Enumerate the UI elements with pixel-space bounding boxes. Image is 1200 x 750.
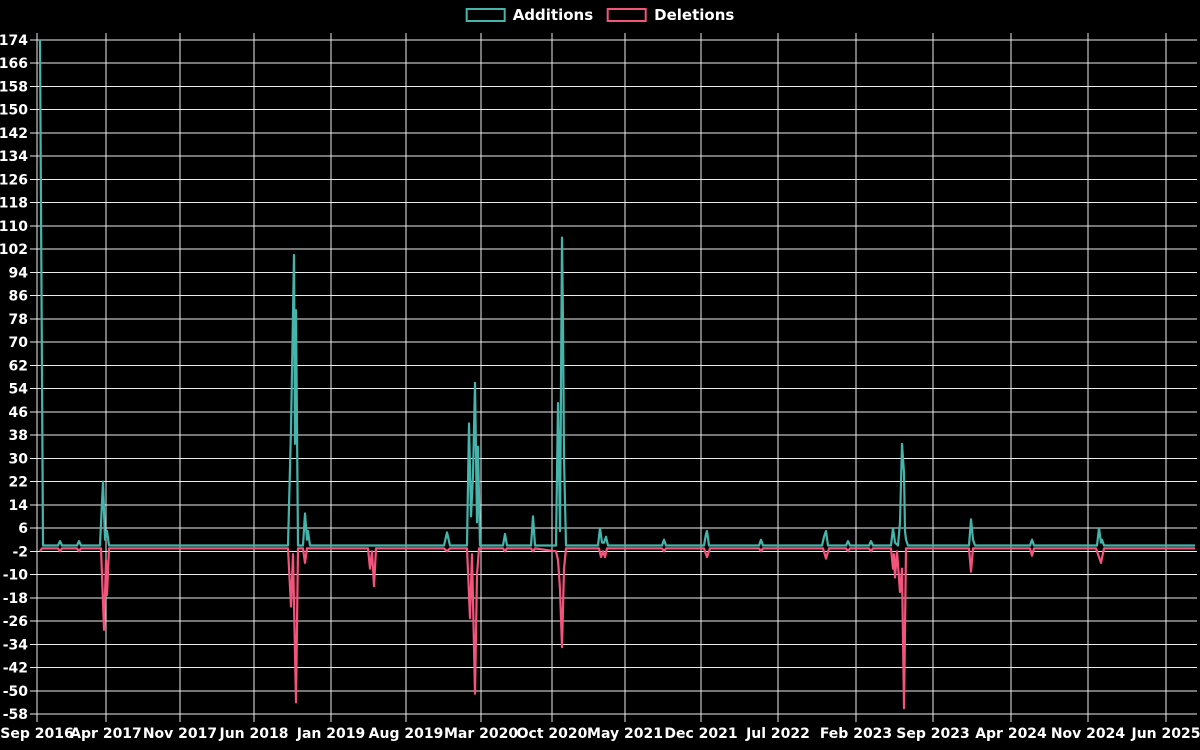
legend-label: Deletions (654, 6, 735, 24)
y-tick-label: 150 (0, 103, 28, 119)
y-tick-label: 78 (9, 312, 28, 328)
x-tick-label: Nov 2017 (143, 726, 217, 742)
y-tick-label: 110 (0, 219, 28, 235)
x-tick-label: Jun 2025 (1131, 726, 1200, 742)
x-tick-label: Jul 2022 (745, 726, 810, 742)
x-tick-label: Jun 2018 (219, 726, 289, 742)
y-tick-label: 142 (0, 126, 28, 142)
y-tick-label: 102 (0, 242, 28, 258)
gridlines (30, 33, 1197, 722)
y-tick-label: 46 (9, 405, 28, 421)
deletions-swatch (607, 8, 648, 22)
y-tick-label: 22 (9, 475, 28, 491)
y-tick-label: 38 (9, 428, 28, 444)
y-tick-label: 30 (9, 451, 29, 467)
y-tick-label: -26 (3, 614, 28, 630)
x-tick-label: Nov 2024 (1051, 726, 1126, 742)
y-tick-label: 166 (0, 56, 28, 72)
y-tick-label: 118 (0, 196, 28, 212)
x-tick-label: Aug 2019 (369, 726, 444, 742)
y-tick-label: -50 (3, 684, 29, 700)
y-tick-label: 94 (9, 265, 29, 281)
x-tick-label: Sep 2023 (896, 726, 969, 742)
y-tick-label: -34 (3, 637, 29, 653)
y-tick-label: 158 (0, 79, 28, 95)
y-tick-label: 126 (0, 172, 28, 188)
x-tick-label: Feb 2023 (820, 726, 892, 742)
legend-item-additions[interactable]: Additions (465, 6, 594, 24)
x-tick-label: Oct 2020 (517, 726, 588, 742)
x-tick-label: May 2021 (587, 726, 663, 742)
additions-swatch (465, 8, 506, 22)
y-tick-label: -18 (3, 591, 28, 607)
y-tick-label: -2 (12, 544, 28, 560)
y-tick-label: 6 (18, 521, 28, 537)
legend-item-deletions[interactable]: Deletions (607, 7, 734, 23)
y-tick-label: -10 (3, 568, 29, 584)
chart-legend: Additions Deletions (465, 6, 734, 24)
x-tick-label: Mar 2020 (444, 726, 518, 742)
y-tick-label: 14 (9, 498, 29, 514)
legend-label: Additions (512, 6, 594, 24)
x-tick-label: Dec 2021 (664, 726, 737, 742)
x-tick-label: Apr 2017 (70, 726, 142, 742)
y-tick-label: 174 (0, 33, 28, 49)
y-tick-label: -42 (3, 661, 28, 677)
deletions-line (39, 547, 1195, 710)
y-tick-label: 70 (9, 335, 29, 351)
y-tick-label: 134 (0, 149, 28, 165)
y-tick-label: 86 (9, 289, 28, 305)
y-tick-label: -58 (3, 707, 28, 723)
y-tick-label: 62 (9, 358, 28, 374)
x-tick-label: Jan 2019 (296, 726, 365, 742)
y-tick-label: 54 (9, 382, 29, 398)
x-tick-label: Apr 2024 (975, 726, 1047, 742)
axis-labels: 1741661581501421341261181101029486787062… (0, 33, 1200, 742)
additions-line (38, 39, 1195, 547)
x-tick-label: Sep 2016 (0, 726, 73, 742)
